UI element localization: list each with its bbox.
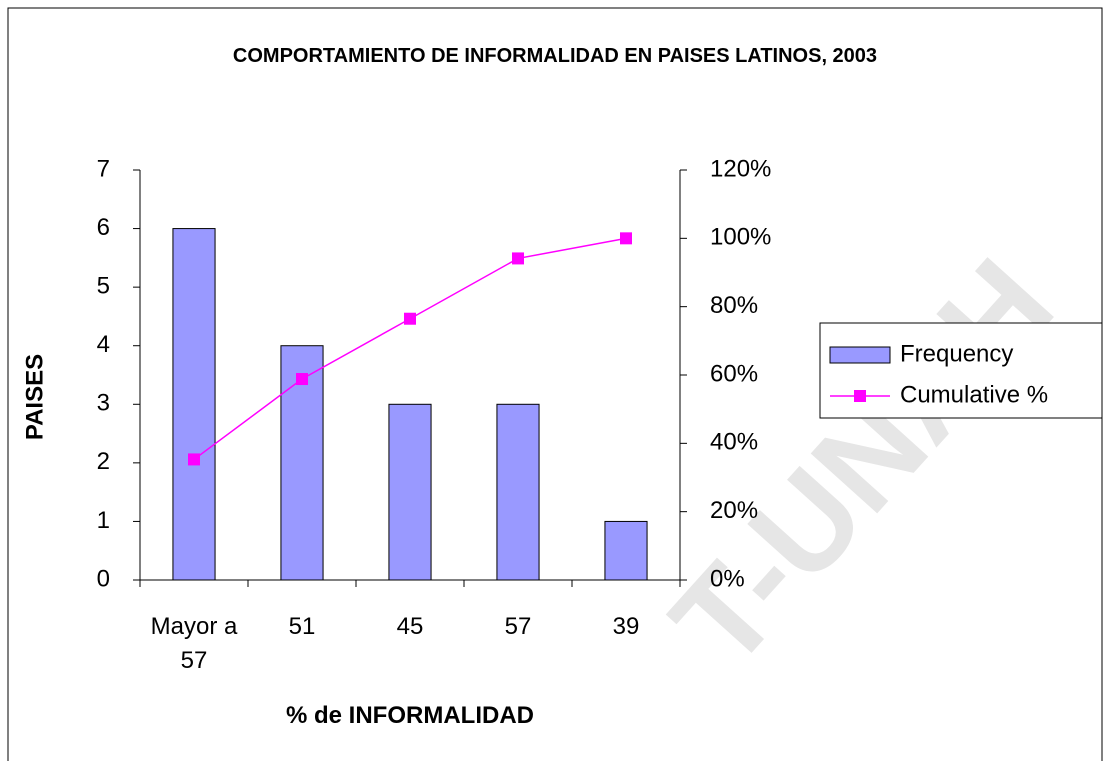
y-tick-label: 5	[97, 272, 110, 299]
marker	[404, 312, 416, 325]
bar	[496, 403, 540, 581]
marker	[620, 232, 632, 245]
chart-title: COMPORTAMIENTO DE INFORMALIDAD EN PAISES…	[232, 45, 878, 67]
x-tick-label: 57	[504, 613, 532, 640]
y-axis-label: PAISES	[21, 354, 48, 440]
y-tick-label: 0	[97, 565, 110, 592]
y2-tick-label: 0%	[710, 565, 745, 592]
legend-label: Frequency	[900, 340, 1013, 367]
bar	[604, 520, 648, 581]
x-axis-label: % de INFORMALIDAD	[286, 702, 534, 729]
legend-swatch	[829, 346, 891, 364]
marker	[188, 453, 200, 466]
marker	[512, 252, 524, 265]
x-tick-label: 39	[612, 613, 640, 640]
y-tick-label: 3	[97, 390, 110, 417]
y-tick-label: 1	[97, 507, 110, 534]
y2-tick-label: 40%	[710, 429, 758, 456]
bar	[388, 403, 432, 581]
legend-label: Cumulative %	[900, 381, 1048, 408]
y2-tick-label: 60%	[710, 360, 758, 387]
marker	[296, 373, 308, 386]
legend-swatch	[854, 390, 866, 402]
y-tick-label: 7	[97, 155, 110, 182]
y-tick-label: 2	[97, 448, 110, 475]
legend-box	[819, 322, 1103, 419]
x-tick-label: 51	[288, 613, 316, 640]
y2-tick-label: 20%	[710, 497, 758, 524]
y2-tick-label: 120%	[710, 155, 771, 182]
x-tick-label: 45	[396, 613, 424, 640]
y2-tick-label: 100%	[710, 224, 771, 251]
x-tick-label: Mayor a 57	[150, 613, 238, 674]
bar	[172, 228, 216, 581]
y-tick-label: 4	[97, 331, 110, 358]
y-tick-label: 6	[97, 214, 110, 241]
y2-tick-label: 80%	[710, 292, 758, 319]
